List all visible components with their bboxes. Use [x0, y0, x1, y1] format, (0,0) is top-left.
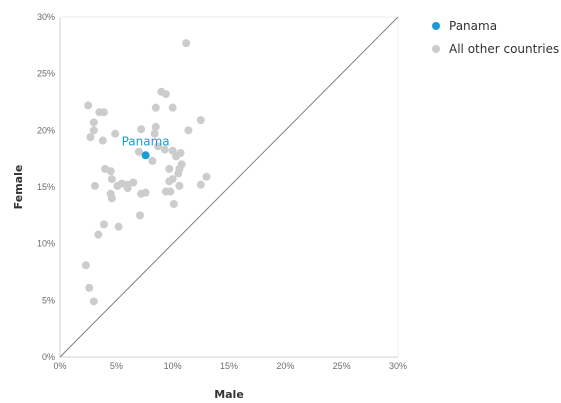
country-point[interactable] — [172, 152, 181, 161]
country-point[interactable] — [123, 184, 132, 193]
country-point[interactable] — [84, 101, 93, 110]
country-point[interactable] — [148, 156, 157, 165]
country-point[interactable] — [161, 90, 170, 99]
legend: Panama All other countries — [432, 14, 559, 60]
country-point[interactable] — [99, 220, 108, 229]
country-point[interactable] — [107, 194, 116, 203]
y-tick-label: 10% — [37, 239, 55, 249]
other-countries-marker-icon — [432, 44, 440, 53]
country-point[interactable] — [98, 136, 107, 145]
x-tick-label: 20% — [276, 361, 294, 371]
panama-point[interactable] — [141, 151, 150, 160]
country-point[interactable] — [89, 118, 98, 127]
legend-label-panama: Panama — [449, 18, 498, 33]
country-point[interactable] — [161, 187, 170, 196]
country-point[interactable] — [106, 167, 115, 176]
country-point[interactable] — [107, 175, 116, 184]
country-point[interactable] — [182, 39, 191, 48]
country-point[interactable] — [196, 180, 205, 189]
equality-reference-line — [59, 16, 399, 358]
country-point[interactable] — [160, 145, 169, 154]
country-point[interactable] — [114, 222, 123, 231]
country-point[interactable] — [168, 103, 177, 112]
panama-marker-icon — [432, 21, 440, 30]
country-point[interactable] — [81, 261, 90, 270]
country-point[interactable] — [89, 126, 98, 135]
x-tick-label: 15% — [220, 361, 238, 371]
country-point[interactable] — [137, 189, 146, 198]
country-point[interactable] — [150, 129, 159, 138]
country-point[interactable] — [86, 133, 95, 142]
x-tick-label: 5% — [110, 361, 123, 371]
country-point[interactable] — [165, 177, 174, 186]
legend-item-other-countries[interactable]: All other countries — [432, 37, 559, 60]
country-point[interactable] — [202, 172, 211, 181]
country-point[interactable] — [151, 122, 160, 131]
country-point[interactable] — [154, 142, 163, 151]
legend-item-panama[interactable]: Panama — [432, 14, 559, 37]
x-axis-title: Male — [214, 388, 244, 401]
country-point[interactable] — [113, 181, 122, 190]
x-tick-label: 0% — [53, 361, 66, 371]
x-tick-label: 25% — [333, 361, 351, 371]
country-point[interactable] — [137, 125, 146, 134]
y-tick-label: 30% — [37, 12, 55, 22]
country-point[interactable] — [151, 103, 160, 112]
panama-point-label: Panama — [122, 134, 170, 148]
x-tick-label: 30% — [389, 361, 407, 371]
y-tick-label: 20% — [37, 125, 55, 135]
country-point[interactable] — [175, 181, 184, 190]
country-point[interactable] — [169, 200, 178, 208]
y-axis-title: Female — [12, 165, 25, 210]
country-point[interactable] — [174, 169, 183, 178]
legend-label-other-countries: All other countries — [449, 41, 560, 56]
country-point[interactable] — [165, 164, 174, 173]
y-tick-label: 15% — [37, 182, 55, 192]
country-point[interactable] — [89, 297, 98, 306]
country-point[interactable] — [196, 116, 205, 125]
y-tick-label: 5% — [42, 295, 55, 305]
country-point[interactable] — [90, 181, 99, 190]
country-point[interactable] — [94, 230, 103, 239]
y-tick-label: 0% — [42, 352, 55, 362]
country-point[interactable] — [99, 108, 108, 117]
country-point[interactable] — [184, 126, 193, 135]
y-tick-label: 25% — [37, 69, 55, 79]
country-point[interactable] — [135, 211, 144, 220]
x-tick-label: 10% — [164, 361, 182, 371]
country-point[interactable] — [134, 147, 143, 156]
country-point[interactable] — [85, 283, 94, 292]
country-point[interactable] — [111, 129, 120, 138]
